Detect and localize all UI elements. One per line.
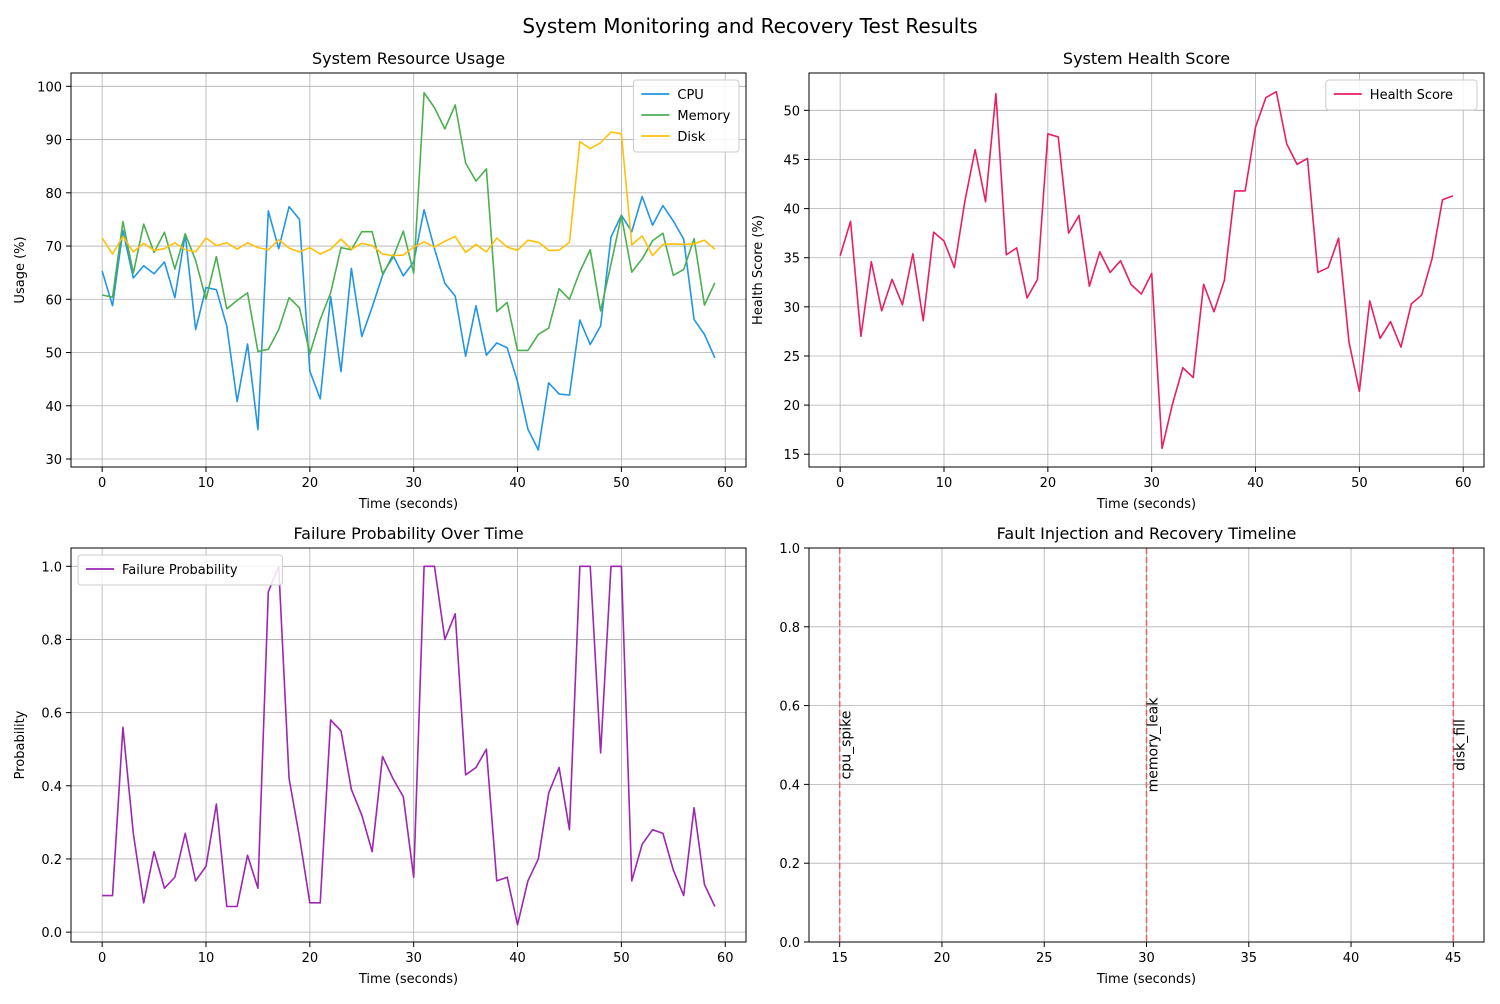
axes-frame <box>70 72 747 468</box>
legend-entry: Failure Probability <box>122 563 238 578</box>
y-tick-label: 0.0 <box>41 926 62 941</box>
legend-entry: Disk <box>677 130 705 145</box>
y-tick-label: 80 <box>45 187 62 202</box>
x-tick-label: 50 <box>613 476 630 491</box>
chart-fault-timeline: cpu_spike memory_leak disk_fill 15 20 25 30 35 4… <box>779 524 1485 987</box>
series-line-disk <box>101 131 716 257</box>
y-tick-label: 20 <box>783 399 800 414</box>
x-axis-label: Time (seconds) <box>358 497 458 512</box>
chart-resource-usage: 0 10 20 30 40 50 60 30 40 50 60 70 80 90 100 System Res… <box>13 49 747 512</box>
fault-event-label: disk_fill <box>1452 719 1468 771</box>
y-tick-label: 0.6 <box>41 707 62 722</box>
legend-entry: Health Score <box>1370 88 1453 103</box>
legend-box <box>632 79 740 153</box>
y-axis-label: Health Score (%) <box>751 215 766 325</box>
y-tick-label: 0.4 <box>779 778 800 793</box>
y-tick-label: 0.6 <box>779 700 800 715</box>
legend: Health Score <box>1325 79 1478 111</box>
x-tick-label: 0 <box>98 951 106 966</box>
y-tick-label: 50 <box>783 104 800 119</box>
fault-event-label: memory_leak <box>1146 697 1162 793</box>
x-tick-label: 10 <box>198 951 215 966</box>
x-tick-label: 10 <box>198 476 215 491</box>
x-tick-label: 10 <box>936 476 953 491</box>
y-tick-label: 15 <box>783 448 800 463</box>
legend-box <box>77 554 283 586</box>
y-tick-label: 0.2 <box>41 853 62 868</box>
y-tick-label: 50 <box>45 347 62 362</box>
legend: CPU Memory Disk <box>632 79 740 153</box>
series-line-cpu <box>101 195 716 451</box>
chart-failure-probability: 0 10 20 30 40 50 60 0.0 0.2 0.4 0.6 0.8 1.0 Failure P… <box>13 524 747 987</box>
y-tick-label: 0.8 <box>41 633 62 648</box>
x-tick-label: 60 <box>1455 476 1472 491</box>
x-tick-label: 40 <box>509 951 526 966</box>
figure-title: System Monitoring and Recovery Test Resu… <box>522 14 978 38</box>
subplot-title: Fault Injection and Recovery Timeline <box>997 524 1297 543</box>
x-tick-label: 30 <box>1143 476 1160 491</box>
subplot-title: System Health Score <box>1063 49 1230 68</box>
x-tick-label: 0 <box>98 476 106 491</box>
x-tick-label: 50 <box>1351 476 1368 491</box>
x-tick-label: 20 <box>302 951 319 966</box>
series-line-memory <box>101 91 716 355</box>
y-tick-label: 1.0 <box>41 560 62 575</box>
legend-box <box>1325 79 1478 111</box>
y-tick-label: 30 <box>45 453 62 468</box>
x-tick-label: 30 <box>405 951 422 966</box>
x-tick-label: 25 <box>1036 951 1053 966</box>
y-tick-label: 1.0 <box>779 542 800 557</box>
y-tick-label: 45 <box>783 153 800 168</box>
x-axis-label: Time (seconds) <box>358 972 458 987</box>
x-tick-label: 40 <box>1343 951 1360 966</box>
axes-frame <box>808 72 1485 468</box>
x-tick-label: 40 <box>1247 476 1264 491</box>
x-tick-label: 60 <box>717 951 734 966</box>
x-tick-label: 60 <box>717 476 734 491</box>
x-tick-label: 20 <box>1040 476 1057 491</box>
legend-entry: Memory <box>677 109 730 124</box>
x-tick-label: 0 <box>836 476 844 491</box>
series-line-failure-probability <box>102 565 716 926</box>
x-tick-label: 15 <box>831 951 848 966</box>
x-tick-label: 45 <box>1445 951 1462 966</box>
y-tick-label: 25 <box>783 350 800 365</box>
chart-health-score: 0 10 20 30 40 50 60 15 20 25 30 35 40 45 50 System Heal… <box>751 49 1485 512</box>
x-tick-label: 20 <box>934 951 951 966</box>
y-tick-label: 30 <box>783 301 800 316</box>
series-line-health-score <box>839 90 1454 450</box>
x-tick-label: 50 <box>613 951 630 966</box>
fault-event-label: cpu_spike <box>839 711 855 780</box>
y-tick-label: 35 <box>783 252 800 267</box>
legend-entry: CPU <box>677 88 703 103</box>
x-tick-label: 35 <box>1240 951 1257 966</box>
x-axis-label: Time (seconds) <box>1096 497 1196 512</box>
axes-frame <box>70 547 747 943</box>
y-tick-label: 0.4 <box>41 780 62 795</box>
y-tick-label: 0.8 <box>779 621 800 636</box>
x-tick-label: 30 <box>1138 951 1155 966</box>
y-tick-label: 100 <box>37 80 62 95</box>
y-tick-label: 0.2 <box>779 857 800 872</box>
y-tick-label: 40 <box>783 203 800 218</box>
x-tick-label: 40 <box>509 476 526 491</box>
y-axis-label: Usage (%) <box>13 236 28 303</box>
subplot-title: System Resource Usage <box>312 49 505 68</box>
y-tick-label: 60 <box>45 293 62 308</box>
y-axis-label: Probability <box>13 710 28 779</box>
y-tick-label: 40 <box>45 400 62 415</box>
x-tick-label: 20 <box>302 476 319 491</box>
y-tick-label: 70 <box>45 240 62 255</box>
x-tick-label: 30 <box>405 476 422 491</box>
x-axis-label: Time (seconds) <box>1096 972 1196 987</box>
subplot-title: Failure Probability Over Time <box>293 524 523 543</box>
y-tick-label: 0.0 <box>779 936 800 951</box>
y-tick-label: 90 <box>45 134 62 149</box>
legend: Failure Probability <box>77 554 283 586</box>
